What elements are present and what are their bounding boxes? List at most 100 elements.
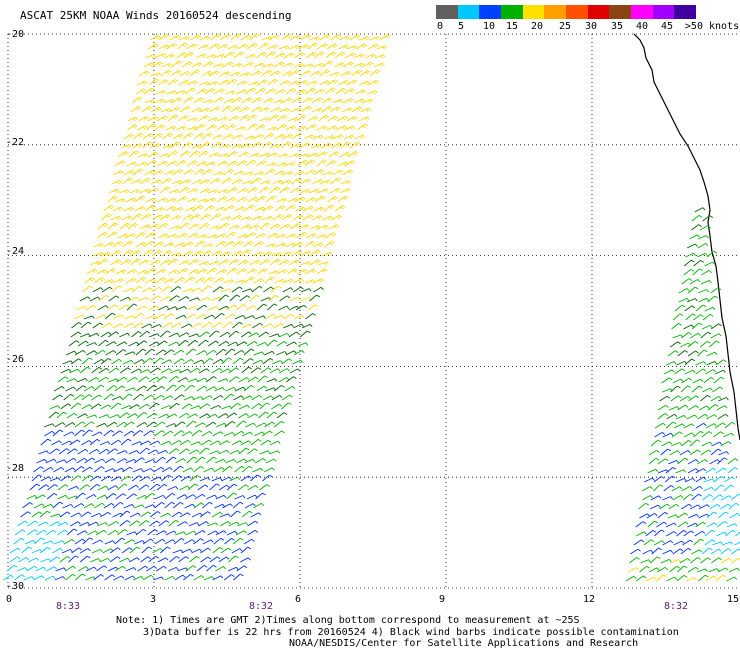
legend-swatch [457, 5, 480, 19]
wind-barb [199, 107, 211, 113]
wind-barb [188, 449, 200, 455]
wind-barb [240, 440, 252, 446]
wind-barb [697, 243, 709, 249]
wind-barb [306, 80, 318, 86]
wind-barb [290, 107, 302, 113]
wind-barb [201, 70, 213, 77]
wind-barb [120, 222, 131, 230]
wind-barb [683, 530, 695, 537]
wind-barb [633, 539, 645, 546]
wind-barb [305, 268, 317, 275]
wind-barb [98, 376, 109, 383]
wind-barb [82, 429, 93, 437]
wind-barb [167, 150, 179, 158]
wind-barb [355, 89, 367, 95]
wind-barb [219, 521, 231, 527]
wind-barb [369, 69, 381, 77]
wind-barb [245, 232, 257, 239]
wind-barb [132, 322, 144, 329]
wind-barb [128, 150, 140, 158]
wind-barb [698, 504, 710, 510]
wind-barb [55, 567, 67, 572]
wind-barb [42, 540, 54, 545]
wind-barb [726, 576, 738, 582]
wind-barb [687, 350, 699, 357]
wind-barb [696, 568, 708, 573]
wind-barb [277, 153, 289, 158]
wind-barb [335, 205, 346, 212]
wind-barb [182, 241, 194, 248]
wind-barb [291, 178, 302, 185]
wind-barb [266, 411, 278, 419]
wind-barb [131, 331, 142, 338]
wind-barb [253, 171, 265, 176]
wind-barb [33, 503, 45, 509]
wind-barb [40, 558, 51, 563]
wind-barb [697, 349, 708, 357]
wind-barb [200, 556, 211, 563]
wind-barb [77, 413, 88, 419]
wind-barb [172, 133, 184, 140]
wind-barb [712, 541, 723, 546]
wind-barb [270, 258, 281, 266]
wind-barb [680, 385, 692, 393]
wind-barb [132, 430, 144, 437]
wind-barb [136, 125, 148, 131]
wind-barb [149, 143, 161, 149]
wind-barb [97, 222, 109, 230]
wind-barb [273, 61, 285, 68]
wind-barb [728, 502, 740, 510]
wind-barb [135, 88, 147, 95]
wind-barb [199, 35, 211, 41]
wind-barb [232, 250, 244, 257]
wind-barb [170, 252, 182, 257]
wind-barb [269, 223, 281, 230]
wind-barb [717, 521, 728, 528]
wind-barb [62, 503, 74, 509]
wind-barb [68, 485, 79, 491]
wind-barb [69, 439, 81, 446]
wind-barb [266, 378, 278, 383]
wind-barb [233, 357, 244, 365]
wind-barb [100, 331, 112, 338]
wind-barb [177, 196, 188, 203]
wind-barb [187, 340, 199, 347]
wind-barb [123, 287, 135, 293]
wind-barb [157, 449, 168, 455]
wind-barb [153, 357, 164, 365]
wind-barb [189, 475, 201, 482]
wind-barb [224, 241, 235, 248]
wind-barb [706, 522, 718, 528]
wind-barb [228, 376, 240, 383]
wind-barb [265, 313, 276, 320]
wind-barb [150, 295, 161, 302]
wind-barb [268, 114, 280, 122]
wind-barb [214, 313, 225, 320]
wind-barb [236, 89, 248, 95]
wind-barb [331, 142, 343, 149]
wind-barb [167, 79, 179, 86]
wind-barb [312, 242, 324, 248]
wind-barb [116, 421, 128, 428]
wind-barb [665, 421, 677, 429]
wind-barb [128, 450, 140, 455]
wind-barb [126, 269, 138, 275]
wind-barb [343, 134, 355, 140]
wind-barb [269, 143, 281, 149]
wind-barb [158, 79, 169, 86]
wind-barb [71, 547, 82, 554]
wind-barb [338, 80, 350, 86]
wind-barb [52, 394, 63, 401]
wind-barb [236, 458, 247, 464]
wind-barb [321, 97, 333, 104]
wind-barb [687, 459, 699, 465]
wind-barb [351, 69, 363, 77]
wind-barb [160, 108, 172, 113]
wind-barb [236, 565, 248, 572]
x-tick-label: 6 [295, 594, 301, 605]
wind-barb [194, 456, 206, 464]
wind-barb [285, 205, 296, 212]
wind-barb [650, 556, 661, 564]
wind-barb [164, 539, 176, 545]
wind-barb [70, 475, 82, 482]
